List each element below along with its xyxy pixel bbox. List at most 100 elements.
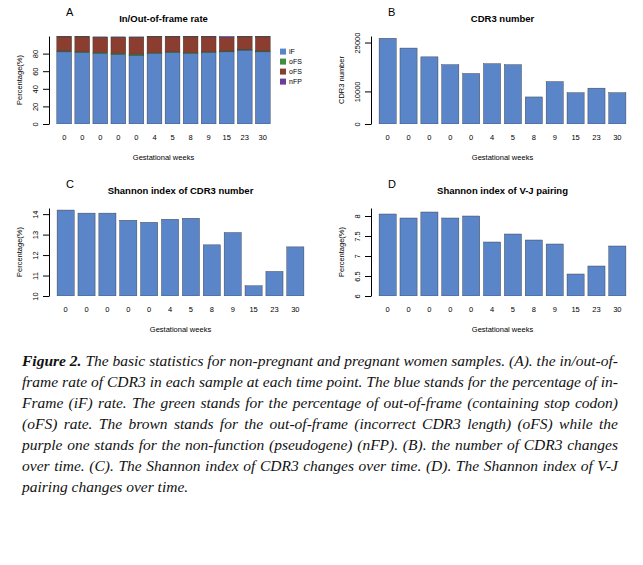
y-axis: 01000025000 [353, 33, 372, 127]
bar-segment [57, 52, 72, 124]
x-tick-label: 30 [613, 305, 621, 314]
bar [567, 274, 584, 296]
x-tick: 9 [207, 132, 211, 142]
y-tick-label: 12 [31, 251, 40, 259]
bar [525, 97, 542, 124]
x-tick-label: 30 [291, 305, 299, 314]
y-tick: 8 [353, 214, 371, 218]
bar [266, 271, 283, 296]
x-tick: 0 [448, 304, 452, 314]
panel-letter: B [388, 6, 395, 18]
x-tick-label: 0 [386, 133, 390, 142]
x-tick: 5 [189, 304, 193, 314]
x-tick-label: 15 [571, 133, 579, 142]
x-axis-line [378, 304, 629, 305]
x-tick: 0 [80, 132, 84, 142]
bar [400, 218, 417, 296]
plot: 1011121314000004589152330 [31, 209, 307, 315]
legend-item: iF [280, 48, 295, 55]
y-tick: 12 [31, 251, 49, 259]
y-tick-mark [365, 256, 371, 257]
legend-label: iF [289, 48, 295, 55]
bar [141, 222, 158, 296]
panel-letter: C [66, 178, 74, 190]
x-tick: 4 [490, 132, 494, 142]
x-tick-label: 0 [448, 133, 452, 142]
y-tick-mark [43, 214, 49, 215]
y-tick: 20 [31, 103, 49, 111]
bar [588, 88, 605, 124]
x-tick: 23 [241, 132, 249, 142]
bar [546, 82, 563, 124]
panel-letter: A [66, 6, 74, 18]
caption: Figure 2. The basic statistics for non-p… [22, 350, 618, 497]
bar-segment [183, 36, 198, 37]
bar-segment [75, 37, 90, 52]
bar-segment [147, 54, 162, 124]
x-tick: 5 [170, 132, 174, 142]
bar [120, 220, 137, 296]
y-tick-label: 0 [31, 122, 40, 126]
y-tick-label: 10000 [353, 81, 362, 102]
bar-segment [129, 55, 144, 124]
x-tick: 0 [469, 304, 473, 314]
x-axis: 000004589152330 [378, 304, 629, 314]
x-tick: 23 [592, 304, 600, 314]
x-axis-title: Gestational weeks [133, 153, 195, 162]
bar-segment [255, 52, 270, 124]
bar-segment [129, 37, 144, 54]
x-tick-label: 30 [613, 133, 621, 142]
bar-segment [201, 37, 216, 52]
y-tick-label: 20 [31, 103, 40, 111]
legend-swatch [280, 59, 286, 65]
y-tick-mark [365, 276, 371, 277]
y-tick-mark [43, 54, 49, 55]
x-tick-label: 8 [532, 133, 536, 142]
y-axis-title: Percentage(%) [15, 54, 24, 105]
bar [504, 65, 521, 124]
y-tick-mark [43, 89, 49, 90]
x-tick-label: 15 [571, 305, 579, 314]
plot: 020406080000004589152330iFoFSoFSnFP [31, 36, 302, 142]
bar [379, 214, 396, 296]
x-tick: 0 [427, 304, 431, 314]
x-tick: 4 [168, 304, 172, 314]
x-axis-title: Gestational weeks [150, 325, 212, 334]
bar-segment [93, 37, 108, 52]
bar-segment [237, 50, 252, 124]
x-tick: 15 [571, 304, 579, 314]
x-tick: 0 [116, 132, 120, 142]
legend-label: oFS [289, 68, 302, 75]
x-axis-title: Gestational weeks [472, 153, 534, 162]
legend-swatch [280, 49, 286, 55]
x-tick-label: 23 [592, 133, 600, 142]
y-tick: 7 [353, 254, 371, 258]
legend-item: oFS [280, 68, 302, 75]
y-tick-label: 6 [353, 294, 362, 298]
x-tick-label: 5 [511, 305, 515, 314]
x-tick: 0 [406, 304, 410, 314]
y-tick-mark [365, 296, 371, 297]
bar [161, 219, 178, 296]
y-axis-line [371, 209, 372, 297]
y-axis-title: CDR3 number [337, 56, 346, 104]
y-tick-label: 8 [353, 214, 362, 218]
x-tick-label: 8 [532, 305, 536, 314]
x-tick-label: 0 [134, 133, 138, 142]
bar-segment [111, 54, 126, 124]
x-tick: 23 [592, 132, 600, 142]
bar [483, 64, 500, 124]
x-tick: 9 [553, 304, 557, 314]
bar [567, 93, 584, 124]
y-tick-mark [43, 255, 49, 256]
y-tick-mark [365, 43, 371, 44]
bar-segment [165, 36, 180, 37]
x-tick-label: 0 [469, 305, 473, 314]
y-tick-label: 14 [31, 210, 40, 218]
bar-segment [93, 36, 108, 37]
legend-swatch [280, 79, 286, 85]
bar-segment [129, 36, 144, 37]
bars [379, 38, 626, 124]
y-tick: 40 [31, 85, 49, 93]
x-tick-label: 0 [116, 133, 120, 142]
